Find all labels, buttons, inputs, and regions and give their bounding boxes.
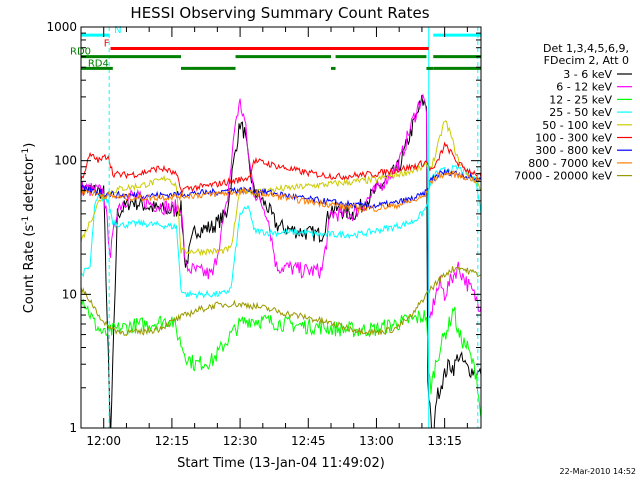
x-tick-label: 12:45 [291,434,326,448]
legend-label-9: 7000 - 20000 keV [514,170,612,183]
series-line-1 [81,94,481,428]
y-axis-label-part2: detector [22,156,37,216]
footer-date: 22-Mar-2010 14:52 [560,467,637,476]
legend-label-5: 50 - 100 keV [542,119,612,132]
y-axis: 1 10 100 1000 [46,20,481,435]
series-line-4 [81,164,481,300]
legend-label-4: 25 - 50 keV [549,106,612,119]
series-line-8 [81,170,481,214]
x-tick-label: 12:30 [223,434,258,448]
y-axis-label-sup2: -1 [21,148,31,157]
legend-label-8: 800 - 7000 keV [528,157,612,170]
legend: Det 1,3,4,5,6,9, FDecim 2, Att 0 3 - 6 k… [514,42,632,183]
flag-label-f: F [104,39,110,50]
legend-label-1: 3 - 6 keV [563,68,612,81]
legend-label-7: 300 - 800 keV [535,144,612,157]
y-tick-label: 100 [54,154,77,168]
series-line-9 [81,266,481,337]
legend-header-1: Det 1,3,4,5,6,9, [543,42,629,55]
y-axis-label-part1: Count Rate (s [22,225,37,314]
flag-label-rd4: RD4 [88,58,109,69]
x-tick-label: 13:00 [359,434,394,448]
x-tick-label: 12:15 [155,434,190,448]
x-axis-label: Start Time (13-Jan-04 11:49:02) [177,456,385,471]
series-layer [81,27,481,428]
legend-header-2: FDecim 2, Att 0 [544,54,629,67]
x-axis: 12:00 12:15 12:30 12:45 13:00 13:15 [80,27,468,448]
y-axis-label: Count Rate (s-1 detector-1) [21,143,37,314]
series-line-6 [81,141,481,195]
y-tick-label: 10 [62,287,77,301]
y-tick-label: 1 [69,421,77,435]
series-line-3 [81,298,481,418]
plot-frame [80,26,482,429]
legend-label-6: 100 - 300 keV [535,132,612,145]
series-line-2 [81,93,481,319]
flag-label-n: N [114,25,121,36]
x-tick-label: 13:15 [427,434,462,448]
legend-label-2: 6 - 12 keV [556,81,612,94]
chart-title: HESSI Observing Summary Count Rates [130,4,429,22]
y-axis-label-part3: ) [22,143,37,148]
x-tick-label: 12:00 [86,434,121,448]
legend-label-3: 12 - 25 keV [549,93,612,106]
y-tick-label: 1000 [46,20,77,34]
series-line-5 [81,119,481,257]
y-axis-label-sup1: -1 [21,216,31,225]
